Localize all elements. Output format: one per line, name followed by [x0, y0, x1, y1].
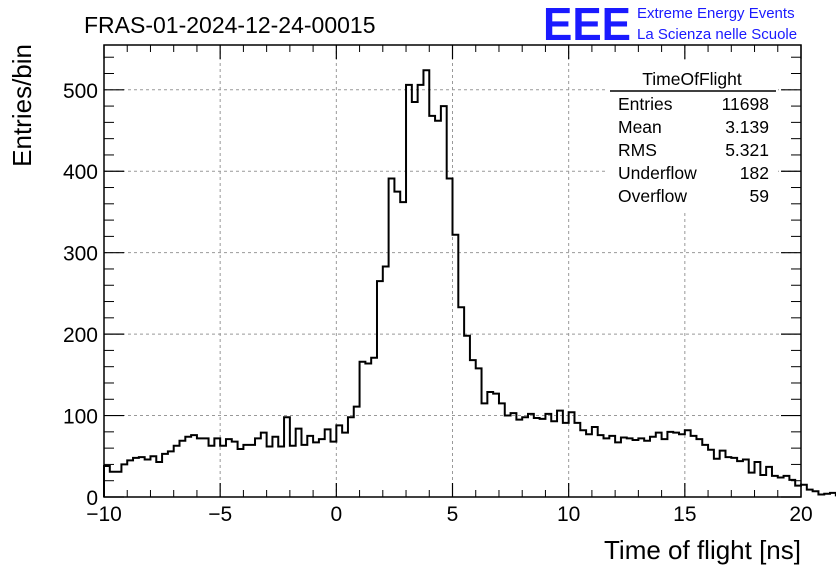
stats-box-background	[608, 60, 778, 210]
stat-value-mean: 3.139	[725, 117, 769, 137]
x-tick-label: −5	[208, 503, 232, 526]
plot-frame	[103, 44, 802, 498]
stat-label-entries: Entries	[618, 94, 673, 114]
stat-label-underflow: Underflow	[618, 163, 697, 183]
y-tick-label: 0	[86, 487, 98, 510]
x-tick-label: 15	[673, 503, 696, 526]
stat-value-entries: 11698	[722, 94, 769, 114]
stat-label-overflow: Overflow	[618, 186, 687, 206]
eee-logo: EEE Extreme Energy Events La Scienza nel…	[543, 0, 797, 50]
y-tick-label: 400	[63, 161, 98, 184]
grid-lines	[104, 45, 801, 497]
x-tick-label: 0	[330, 503, 342, 526]
stat-label-mean: Mean	[618, 117, 662, 137]
logo-line-1: Extreme Energy Events	[637, 5, 795, 22]
stat-value-overflow: 59	[750, 186, 769, 206]
x-tick-label: 5	[447, 503, 459, 526]
histogram-series-line	[103, 69, 836, 497]
stat-label-rms: RMS	[618, 140, 657, 160]
x-tick-label: 20	[789, 503, 812, 526]
stat-value-rms: 5.321	[725, 140, 769, 160]
y-tick-label: 500	[63, 80, 98, 103]
stat-value-underflow: 182	[740, 163, 769, 183]
x-tick-label: −10	[86, 503, 122, 526]
stats-box: TimeOfFlight Entries 11698 Mean 3.139 RM…	[608, 60, 778, 210]
x-tick-label: 10	[557, 503, 580, 526]
y-tick-label: 300	[63, 243, 98, 266]
logo-line-2: La Scienza nelle Scuole	[637, 26, 797, 43]
stats-box-title: TimeOfFlight	[642, 69, 742, 89]
y-tick-label: 100	[63, 406, 98, 429]
x-axis-label: Time of flight [ns]	[604, 535, 801, 565]
chart-title: FRAS-01-2024-12-24-00015	[84, 12, 376, 38]
y-axis-label: Entries/bin	[7, 44, 37, 167]
eee-logo-mark: EEE	[543, 0, 631, 50]
y-tick-label: 200	[63, 324, 98, 347]
